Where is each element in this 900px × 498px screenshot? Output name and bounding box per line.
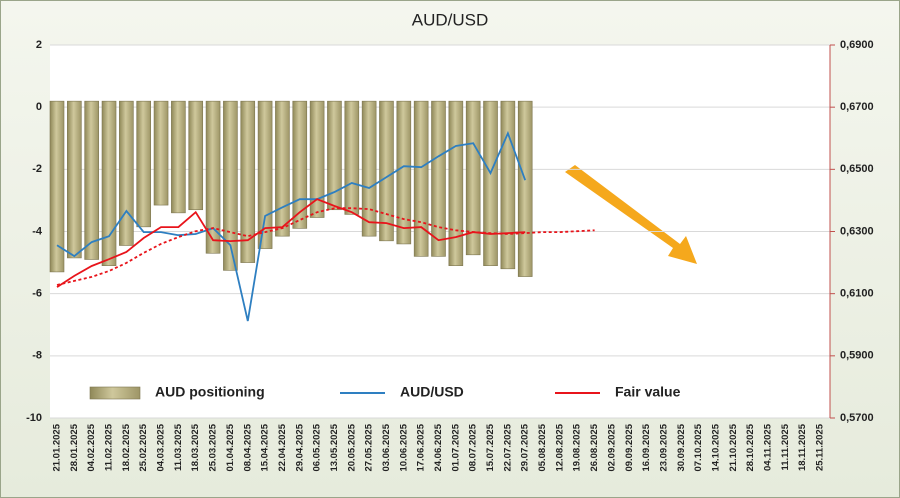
y-tick-label: -4 <box>32 225 43 237</box>
arrow <box>565 165 697 264</box>
y-tick-label: -6 <box>32 288 42 300</box>
bar <box>413 100 429 257</box>
bar <box>188 100 204 211</box>
bar <box>171 100 186 214</box>
bar <box>136 100 152 228</box>
bar <box>517 100 533 277</box>
x-tick-label: 10.06.2025 <box>398 423 409 471</box>
legend-label: AUD positioning <box>155 384 265 400</box>
x-tick-label: 28.01.2025 <box>69 423 80 471</box>
bar <box>344 100 360 215</box>
bar <box>448 100 464 266</box>
legend-label: Fair value <box>615 384 681 400</box>
bar <box>101 100 117 266</box>
x-tick-label: 11.11.2025 <box>780 423 791 470</box>
bar <box>309 100 325 218</box>
bar <box>379 100 394 242</box>
x-tick-label: 04.11.2025 <box>762 423 773 471</box>
x-tick-label: 15.07.2025 <box>485 423 496 471</box>
line <box>56 198 526 288</box>
legend-label: AUD/USD <box>400 384 464 400</box>
y2-tick-label: 0,6900 <box>840 39 874 51</box>
x-tick-label: 22.07.2025 <box>502 423 513 471</box>
x-tick-label: 04.02.2025 <box>86 423 97 471</box>
line <box>56 130 527 322</box>
x-tick-label: 25.02.2025 <box>138 423 149 471</box>
x-tick-label: 21.01.2025 <box>52 423 63 471</box>
bar <box>327 100 342 211</box>
x-tick-label: 23.09.2025 <box>658 423 669 471</box>
bar <box>465 100 481 256</box>
x-tick-label: 30.09.2025 <box>676 423 687 471</box>
x-tick-label: 13.05.2025 <box>329 423 340 471</box>
x-tick-label: 26.08.2025 <box>589 423 600 471</box>
y2-tick-label: 0,6100 <box>840 288 874 300</box>
y-tick-label: -10 <box>26 412 42 424</box>
x-tick-label: 29.07.2025 <box>520 423 531 471</box>
x-tick-label: 21.10.2025 <box>728 423 739 471</box>
bar <box>292 100 308 229</box>
y-tick-label: -8 <box>32 350 42 362</box>
bar <box>500 100 516 270</box>
x-tick-label: 25.11.2025 <box>815 423 826 471</box>
x-tick-label: 11.03.2025 <box>173 423 184 471</box>
x-tick-label: 04.03.2025 <box>156 423 167 471</box>
bar <box>240 100 256 263</box>
x-tick-label: 05.08.2025 <box>537 423 548 471</box>
x-tick-label: 28.10.2025 <box>745 423 756 471</box>
x-tick-label: 18.11.2025 <box>797 423 808 471</box>
x-tick-label: 27.05.2025 <box>364 423 375 471</box>
bar <box>153 100 169 206</box>
x-tick-label: 01.07.2025 <box>450 423 461 471</box>
x-tick-label: 06.05.2025 <box>312 423 323 471</box>
bar <box>361 100 377 237</box>
x-tick-label: 19.08.2025 <box>572 423 583 471</box>
bar <box>483 100 498 266</box>
y2-tick-label: 0,6500 <box>840 163 874 175</box>
chart-title: AUD/USD <box>412 10 489 29</box>
bar <box>67 100 82 259</box>
bar <box>431 100 446 257</box>
x-tick-label: 03.06.2025 <box>381 423 392 471</box>
x-tick-label: 08.04.2025 <box>242 423 253 471</box>
bar <box>84 100 99 260</box>
bar <box>49 100 65 273</box>
x-tick-label: 16.09.2025 <box>641 423 652 471</box>
x-tick-label: 17.06.2025 <box>416 423 427 471</box>
x-tick-label: 09.09.2025 <box>624 423 635 471</box>
x-tick-label: 22.04.2025 <box>277 423 288 471</box>
x-tick-label: 20.05.2025 <box>346 423 357 471</box>
y2-tick-label: 0,6700 <box>840 101 874 113</box>
x-tick-label: 11.02.2025 <box>104 423 115 471</box>
y-tick-label: 2 <box>36 39 42 51</box>
x-tick-label: 24.06.2025 <box>433 423 444 471</box>
x-tick-label: 18.02.2025 <box>121 423 132 471</box>
x-tick-label: 12.08.2025 <box>554 423 565 471</box>
y-tick-label: -2 <box>32 163 42 175</box>
x-tick-label: 01.04.2025 <box>225 423 236 471</box>
trend-line <box>56 207 595 286</box>
bar <box>275 100 290 237</box>
x-tick-label: 08.07.2025 <box>468 423 479 471</box>
x-tick-label: 15.04.2025 <box>260 423 271 471</box>
x-tick-label: 02.09.2025 <box>606 423 617 471</box>
y2-tick-label: 0,5900 <box>840 350 874 362</box>
x-tick-label: 18.03.2025 <box>190 423 201 471</box>
y2-tick-label: 0,5700 <box>840 412 874 424</box>
y-tick-label: 0 <box>36 101 42 113</box>
bar <box>205 100 221 254</box>
x-tick-label: 29.04.2025 <box>294 423 305 471</box>
x-tick-label: 07.10.2025 <box>693 423 704 471</box>
legend-swatch <box>89 386 141 400</box>
x-tick-label: 25.03.2025 <box>208 423 219 471</box>
bar <box>223 100 238 271</box>
bar <box>396 100 412 245</box>
y2-tick-label: 0,6300 <box>840 225 874 237</box>
x-tick-label: 14.10.2025 <box>710 423 721 471</box>
bar <box>257 100 273 249</box>
bar <box>119 100 134 246</box>
